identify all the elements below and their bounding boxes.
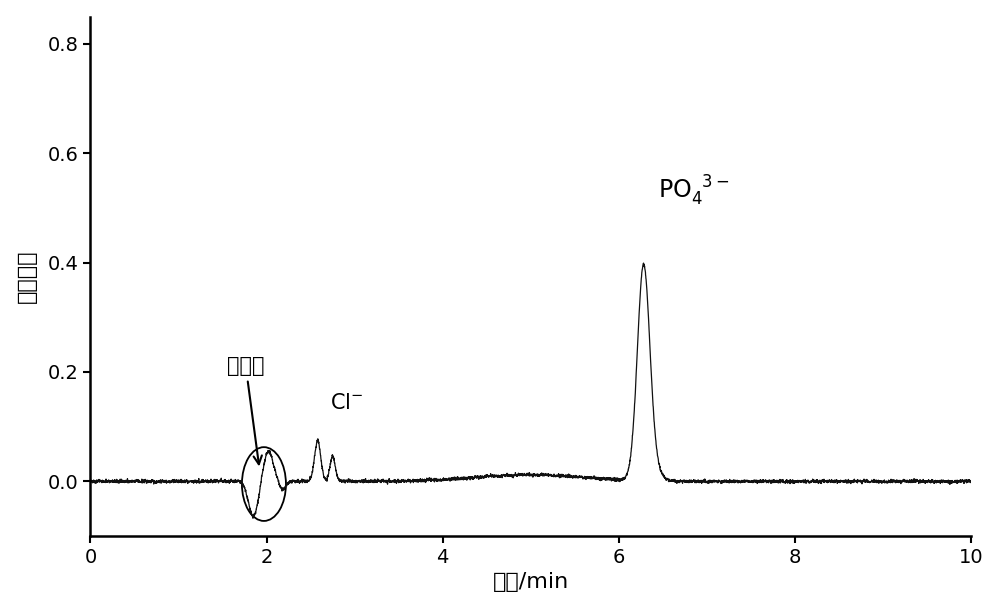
Text: PO$_4^{\ \ 3-}$: PO$_4^{\ \ 3-}$: [658, 174, 730, 208]
Text: Cl$^{-}$: Cl$^{-}$: [330, 393, 363, 413]
Y-axis label: 信号强度: 信号强度: [17, 250, 37, 303]
X-axis label: 时间/min: 时间/min: [493, 572, 569, 593]
Text: 进样峰: 进样峰: [227, 356, 264, 464]
